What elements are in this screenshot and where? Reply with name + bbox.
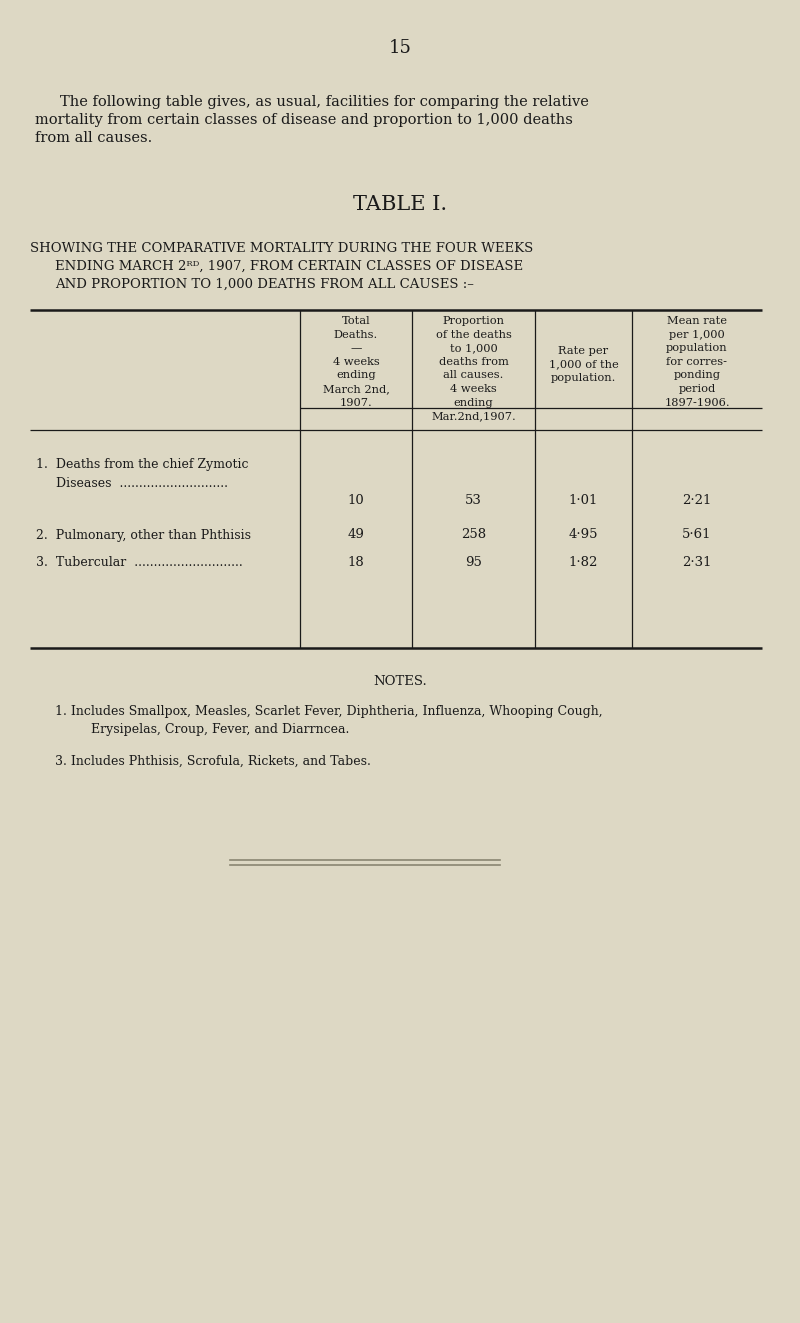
Text: Total
Deaths.
—
4 weeks
ending
March 2nd,
1907.: Total Deaths. — 4 weeks ending March 2nd… xyxy=(322,316,390,407)
Text: 49: 49 xyxy=(347,528,365,541)
Text: Mean rate
per 1,000
population
for corres-
ponding
period
1897-1906.: Mean rate per 1,000 population for corre… xyxy=(664,316,730,407)
Text: Rate per
1,000 of the
population.: Rate per 1,000 of the population. xyxy=(549,347,618,384)
Text: 2·31: 2·31 xyxy=(682,556,712,569)
Text: 3. Includes Phthisis, Scrofula, Rickets, and Tabes.: 3. Includes Phthisis, Scrofula, Rickets,… xyxy=(55,755,371,767)
Text: 18: 18 xyxy=(348,556,364,569)
Text: from all causes.: from all causes. xyxy=(35,131,152,146)
Text: TABLE I.: TABLE I. xyxy=(353,194,447,214)
Text: Diseases  ............................: Diseases ............................ xyxy=(36,478,228,490)
Text: SHOWING THE COMPARATIVE MORTALITY DURING THE FOUR WEEKS: SHOWING THE COMPARATIVE MORTALITY DURING… xyxy=(30,242,534,255)
Text: 1.  Deaths from the chief Zymotic: 1. Deaths from the chief Zymotic xyxy=(36,458,249,471)
Text: 4·95: 4·95 xyxy=(569,528,598,541)
Text: Proportion
of the deaths
to 1,000
deaths from
all causes.
4 weeks
ending
Mar.2nd: Proportion of the deaths to 1,000 deaths… xyxy=(431,316,516,421)
Text: 258: 258 xyxy=(461,528,486,541)
Text: 10: 10 xyxy=(348,493,364,507)
Text: 1·82: 1·82 xyxy=(569,556,598,569)
Text: AND PROPORTION TO 1,000 DEATHS FROM ALL CAUSES :–: AND PROPORTION TO 1,000 DEATHS FROM ALL … xyxy=(55,278,474,291)
Text: 5·61: 5·61 xyxy=(682,528,712,541)
Text: 2.  Pulmonary, other than Phthisis: 2. Pulmonary, other than Phthisis xyxy=(36,528,251,541)
Text: 53: 53 xyxy=(465,493,482,507)
Text: 1. Includes Smallpox, Measles, Scarlet Fever, Diphtheria, Influenza, Whooping Co: 1. Includes Smallpox, Measles, Scarlet F… xyxy=(55,705,602,718)
Text: 15: 15 xyxy=(389,38,411,57)
Text: ENDING MARCH 2ᴿᴰ, 1907, FROM CERTAIN CLASSES OF DISEASE: ENDING MARCH 2ᴿᴰ, 1907, FROM CERTAIN CLA… xyxy=(55,261,523,273)
Text: mortality from certain classes of disease and proportion to 1,000 deaths: mortality from certain classes of diseas… xyxy=(35,112,573,127)
Text: 2·21: 2·21 xyxy=(682,493,712,507)
Text: The following table gives, as usual, facilities for comparing the relative: The following table gives, as usual, fac… xyxy=(60,95,589,108)
Text: Erysipelas, Croup, Fever, and Diarrncea.: Erysipelas, Croup, Fever, and Diarrncea. xyxy=(75,722,350,736)
Text: NOTES.: NOTES. xyxy=(373,675,427,688)
Text: 95: 95 xyxy=(465,556,482,569)
Text: 1·01: 1·01 xyxy=(569,493,598,507)
Text: 3.  Tubercular  ............................: 3. Tubercular ..........................… xyxy=(36,556,242,569)
